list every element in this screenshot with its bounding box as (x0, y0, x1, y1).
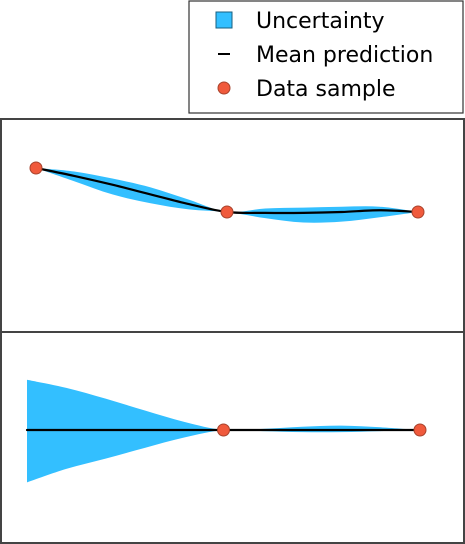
data-sample-point (413, 423, 427, 437)
legend-mean-label: Mean prediction (256, 43, 433, 68)
data-sample-point (29, 161, 43, 175)
uncertainty-swatch (215, 11, 233, 29)
panel-top (0, 118, 465, 333)
legend-sample-label: Data sample (256, 77, 396, 102)
panel-top-plot (29, 161, 425, 223)
uncertainty-band (36, 168, 418, 223)
legend: Uncertainty Mean prediction Data sample (188, 0, 464, 114)
legend-uncertainty-label: Uncertainty (256, 9, 385, 34)
data-sample-point (220, 205, 234, 219)
legend-box (188, 0, 464, 114)
panel-top-frame (0, 118, 465, 333)
data-sample-point (217, 423, 230, 437)
uncertainty-band (27, 379, 420, 483)
data-sample-point (411, 205, 425, 219)
panel-bottom-plot (25, 379, 427, 483)
panel-bottom (0, 331, 465, 544)
sample-swatch (217, 81, 231, 95)
